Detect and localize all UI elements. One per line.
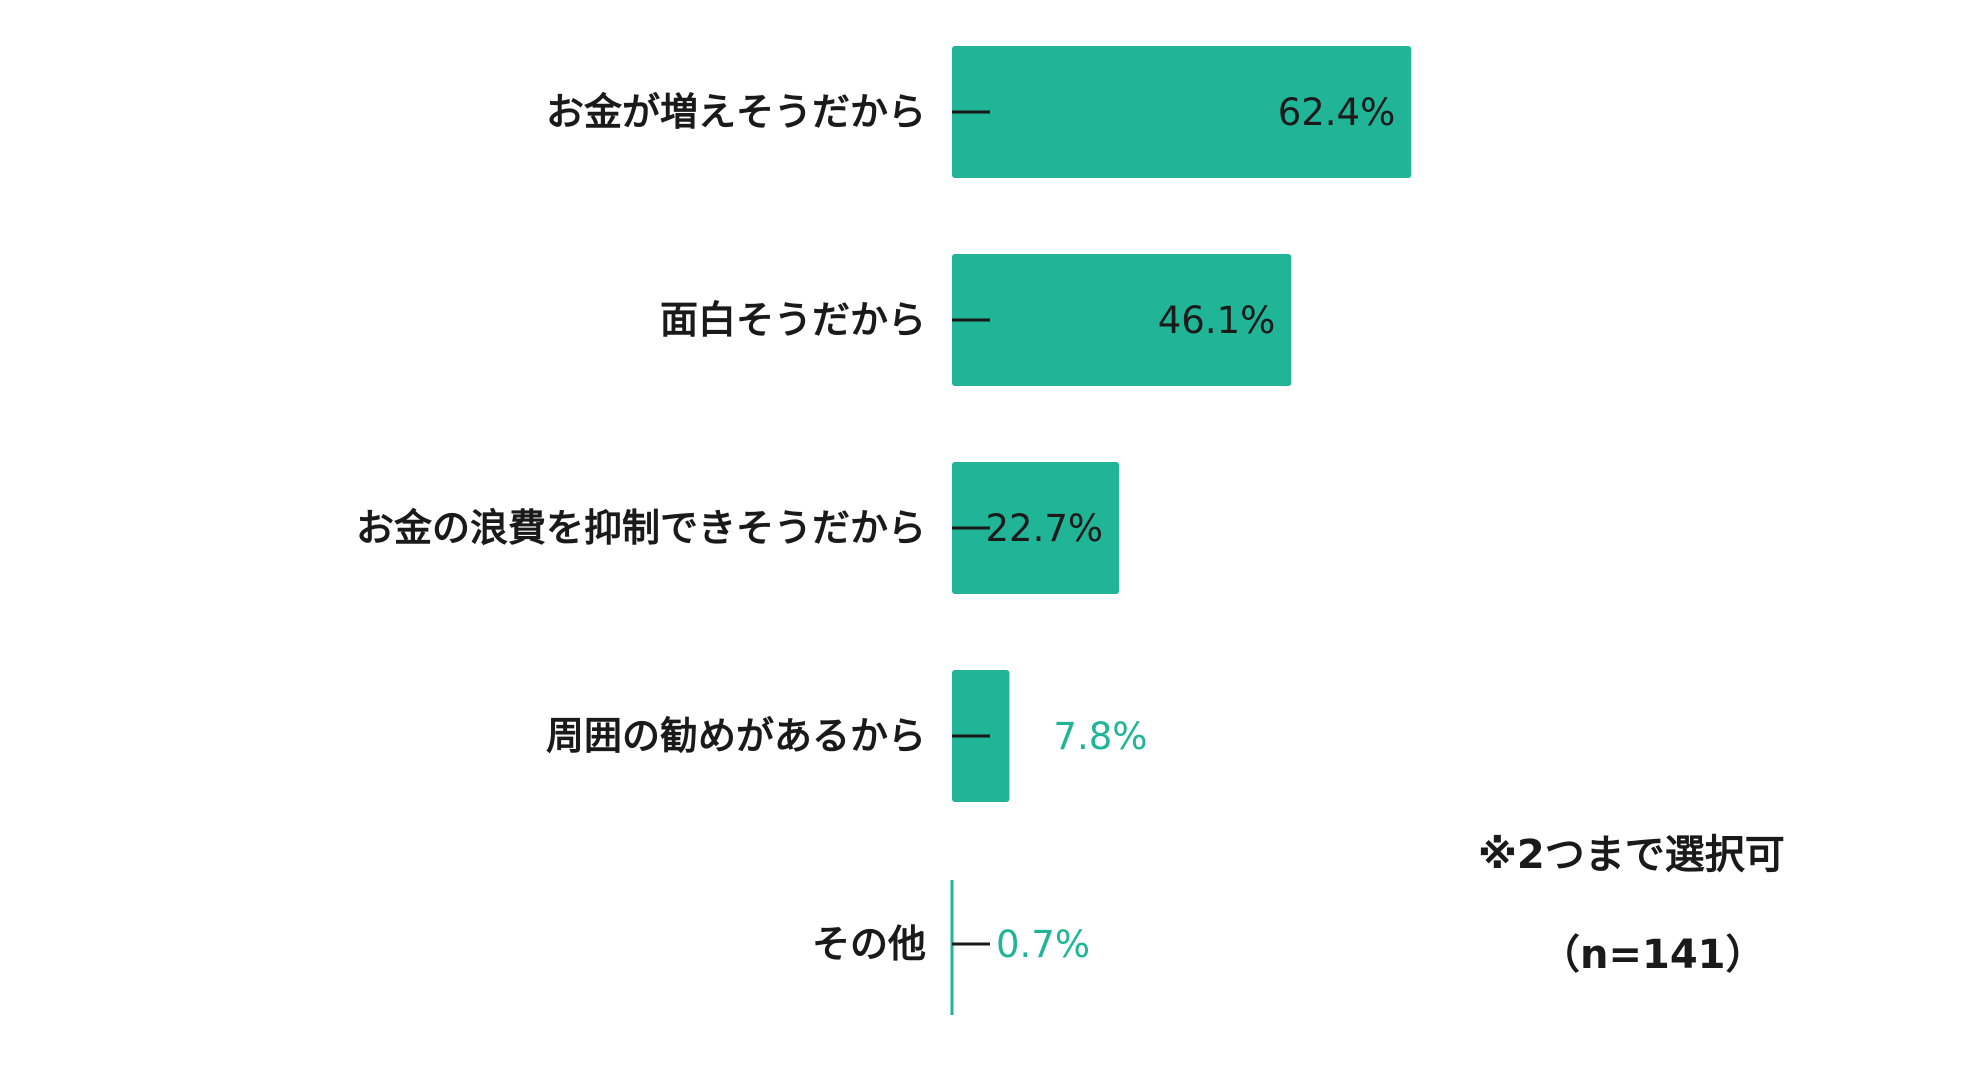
category-label-5: その他 [812, 922, 926, 966]
value-label-3: 22.7% [986, 507, 1104, 550]
category-label-4: 周囲の勧めがあるから [546, 714, 926, 758]
selection-note: ※2つまで選択可 [1478, 832, 1785, 878]
value-labels-layer: 62.4% 46.1% 22.7% 7.8% 0.7% [986, 91, 1396, 966]
sample-size-note: （n=141） [1540, 932, 1766, 978]
bar-1 [952, 46, 1412, 178]
category-label-2: 面白そうだから [660, 298, 926, 342]
bars-layer [952, 46, 1412, 802]
value-label-1: 62.4% [1278, 91, 1396, 134]
ticks-layer [952, 110, 990, 946]
category-labels-layer: お金が増えそうだから面白そうだからお金の浪費を抑制できそうだから周囲の勧めがある… [356, 90, 926, 966]
value-label-2: 46.1% [1158, 299, 1276, 342]
category-label-3: お金の浪費を抑制できそうだから [356, 506, 926, 550]
bar-3 [952, 462, 1120, 594]
value-label-5: 0.7% [996, 923, 1090, 966]
bar-2 [952, 254, 1292, 386]
value-label-4: 7.8% [1053, 715, 1147, 758]
category-label-1: お金が増えそうだから [546, 90, 926, 134]
